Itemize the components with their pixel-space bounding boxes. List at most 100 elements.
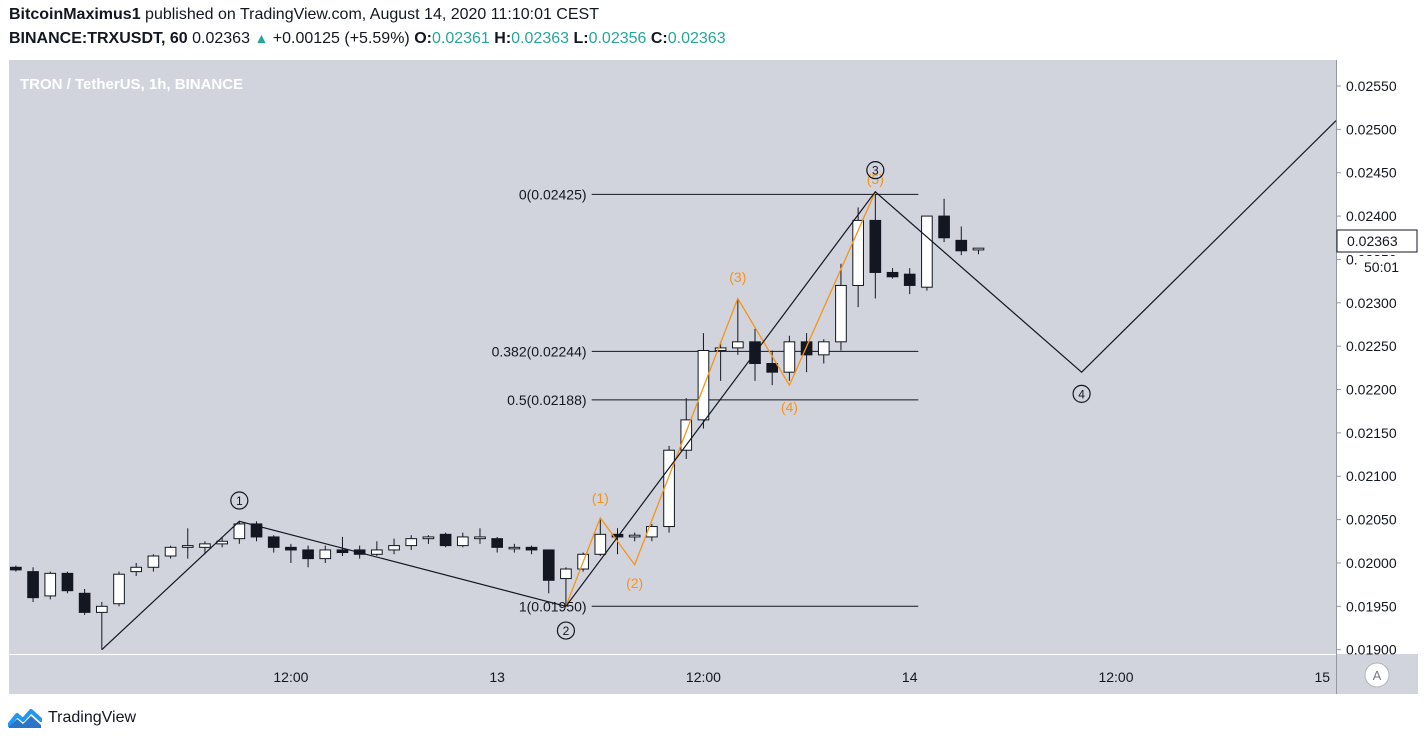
candle-body: [439, 533, 452, 547]
candle: [663, 445, 675, 533]
open-value: 0.02361: [431, 30, 490, 47]
wave-circle: [1072, 384, 1091, 403]
candle: [731, 298, 744, 355]
candle-body: [388, 545, 400, 551]
candle-body: [61, 572, 74, 592]
wave-number: 1: [236, 494, 243, 508]
price-axis[interactable]: [1336, 60, 1418, 654]
candle: [267, 535, 280, 553]
candle: [817, 339, 830, 364]
candle-body: [250, 523, 263, 538]
candle-body: [542, 549, 555, 581]
candle-body: [800, 341, 813, 356]
high-value: 0.02363: [511, 30, 570, 47]
high-label: H:: [494, 30, 512, 47]
symbol-label: BINANCE:TRXUSDT, 60: [9, 30, 188, 47]
candle-body: [938, 215, 950, 239]
candle: [302, 545, 314, 568]
candle: [181, 528, 194, 559]
wave-number: 4: [1078, 387, 1085, 401]
minor-wave-label: (2): [626, 575, 643, 591]
candle: [542, 549, 555, 594]
x-tick-label: 15: [1314, 669, 1330, 685]
candle: [113, 571, 125, 607]
candle-body: [27, 571, 39, 599]
candle: [61, 571, 74, 594]
candle-body: [474, 536, 486, 540]
candle-body: [731, 341, 744, 349]
candle: [921, 215, 933, 291]
candle-body: [835, 284, 847, 343]
x-tick-label: 12:00: [686, 669, 721, 685]
y-tick-label: 0.01950: [1346, 598, 1397, 614]
auto-scale-button[interactable]: A: [1364, 662, 1390, 688]
candle-body: [886, 271, 899, 278]
candle: [474, 528, 486, 544]
chart-plot-area[interactable]: [9, 60, 1336, 654]
candle-body: [95, 605, 108, 613]
candle: [714, 341, 727, 381]
candle: [95, 601, 108, 650]
candle: [646, 523, 658, 542]
fib-level-label: 0.382(0.02244): [492, 343, 587, 359]
major-wave-label: 1: [230, 491, 249, 510]
y-tick-label: 0.02000: [1346, 555, 1397, 571]
candle-body: [628, 534, 641, 538]
candle: [44, 571, 57, 600]
candle: [525, 545, 538, 555]
symbol-info: BINANCE:TRXUSDT, 60 0.02363 ▲ +0.00125 (…: [9, 30, 726, 48]
y-tick-label: 0.02400: [1346, 208, 1397, 224]
candle: [508, 543, 521, 553]
fib-level-label: 0.5(0.02188): [507, 392, 586, 408]
candle: [560, 567, 572, 607]
candle-body: [164, 546, 177, 557]
candle-body: [44, 572, 57, 597]
fib-level-label: 1(0.01950): [519, 598, 587, 614]
bar-countdown: 50:01: [1364, 259, 1399, 275]
candle-body: [216, 540, 228, 545]
major-wave-label: 3: [866, 161, 885, 180]
close-label: C:: [650, 30, 668, 47]
candle: [250, 521, 263, 542]
candle-body: [456, 536, 469, 547]
x-tick-label: 14: [902, 669, 918, 685]
candle: [869, 194, 882, 299]
candle-body: [113, 573, 125, 605]
candle: [319, 545, 332, 563]
candle: [199, 541, 211, 555]
candle: [130, 562, 143, 576]
y-tick-label: 0.02050: [1346, 512, 1397, 528]
candle-body: [869, 219, 882, 273]
y-tick-label: 0.01900: [1346, 642, 1397, 658]
candle-body: [302, 549, 314, 560]
minor-wave-label: (3): [729, 269, 746, 285]
candle-body: [972, 247, 985, 251]
candle: [955, 226, 968, 256]
candle: [491, 536, 503, 553]
y-tick-label: 0.02250: [1346, 338, 1397, 354]
low-label: L:: [573, 30, 589, 47]
candle-body: [560, 568, 572, 580]
candle-body: [508, 546, 521, 550]
fib-level-label: 0(0.02425): [519, 186, 587, 202]
candle: [783, 335, 796, 381]
y-tick-label: 0.02450: [1346, 165, 1397, 181]
candle: [456, 532, 469, 548]
candle: [886, 268, 899, 279]
y-tick-label: 0.02500: [1346, 121, 1397, 137]
candle: [680, 398, 693, 459]
candle: [336, 536, 349, 557]
y-tick-label: 0.02300: [1346, 295, 1397, 311]
candle: [972, 247, 985, 255]
current-price-badge: 0.02363 50:01: [1336, 229, 1418, 278]
minor-wave-line: [565, 191, 876, 607]
candle: [233, 521, 246, 544]
wave-circle: [230, 491, 249, 510]
candle: [938, 198, 950, 243]
time-axis[interactable]: [9, 654, 1336, 694]
candle-body: [319, 549, 332, 560]
candle: [10, 565, 22, 572]
candle: [147, 554, 160, 572]
candle-body: [130, 566, 143, 573]
